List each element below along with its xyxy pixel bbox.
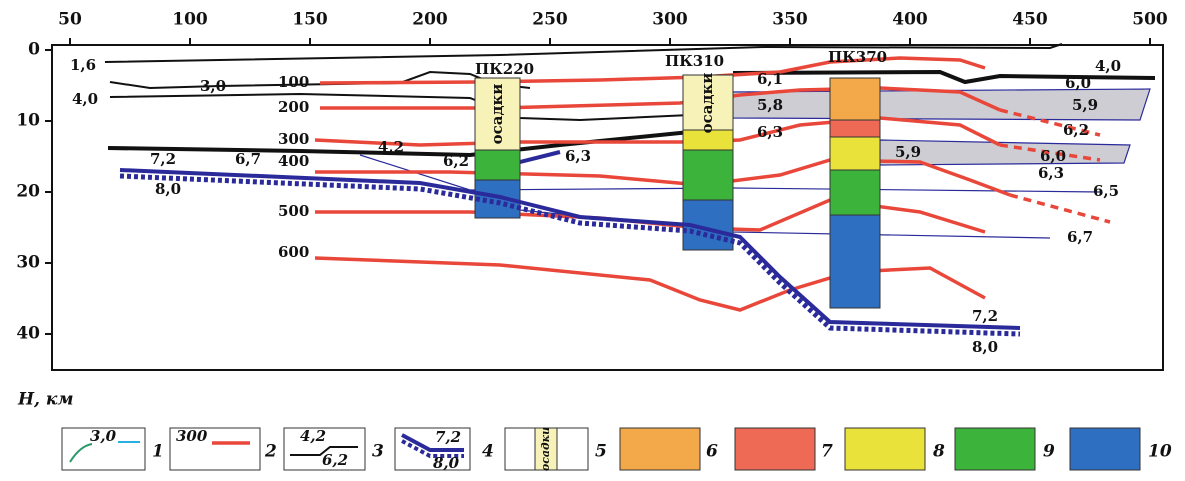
y-tick-label: 30 bbox=[16, 253, 40, 273]
x-tick-label: 300 bbox=[652, 10, 688, 30]
label: 4 bbox=[482, 442, 494, 462]
label: 100 bbox=[278, 73, 309, 91]
label: 6,1 bbox=[757, 70, 783, 88]
label: 7,2 bbox=[972, 307, 998, 325]
isoline bbox=[1009, 193, 1111, 224]
label: 8 bbox=[932, 442, 945, 462]
legend-symbol bbox=[401, 439, 464, 458]
label: 3,0 bbox=[200, 77, 226, 95]
label: осадки bbox=[698, 73, 716, 134]
label: 7,2 bbox=[435, 428, 461, 446]
label: 400 bbox=[278, 152, 309, 170]
label: 8,0 bbox=[433, 454, 460, 472]
x-tick-label: 200 bbox=[412, 10, 448, 30]
label: 6,2 bbox=[322, 451, 348, 469]
label: ПК310 bbox=[665, 52, 724, 70]
moho bbox=[119, 173, 1021, 337]
legend-symbol bbox=[290, 446, 358, 456]
label: 6,7 bbox=[235, 150, 261, 168]
label: 6,2 bbox=[443, 152, 469, 170]
label: 3 bbox=[372, 442, 384, 462]
boundary bbox=[764, 43, 1063, 50]
label: 7 bbox=[821, 442, 833, 462]
label: 6,3 bbox=[1038, 164, 1064, 182]
y-tick-label: 40 bbox=[16, 324, 40, 344]
boundary bbox=[109, 70, 531, 90]
label: 8,0 bbox=[155, 180, 181, 198]
label: 9 bbox=[1043, 442, 1055, 462]
label: 4,2 bbox=[300, 427, 326, 445]
label: ПК370 bbox=[828, 48, 887, 66]
label: 6,2 bbox=[1063, 121, 1089, 139]
isoline bbox=[314, 116, 1001, 147]
label: 6,3 bbox=[565, 147, 591, 165]
x-tick-label: 350 bbox=[772, 10, 808, 30]
label: 1 bbox=[152, 442, 164, 462]
legend-symbol bbox=[401, 433, 464, 452]
label: 1,6 bbox=[70, 56, 96, 74]
isoline bbox=[999, 143, 1101, 162]
isoline bbox=[999, 108, 1101, 137]
label: 300 bbox=[176, 427, 208, 445]
x-tick-label: 50 bbox=[58, 10, 82, 30]
x-tick-label: 150 bbox=[292, 10, 328, 30]
isoline bbox=[320, 86, 1001, 112]
label: 6,5 bbox=[1093, 182, 1119, 200]
y-tick-label: 0 bbox=[28, 40, 40, 60]
label: осадки bbox=[488, 84, 506, 145]
y-tick-label: 10 bbox=[16, 111, 40, 131]
x-tick-label: 450 bbox=[1012, 10, 1048, 30]
frame bbox=[51, 44, 1164, 371]
boundary bbox=[104, 46, 766, 63]
x-tick-label: 500 bbox=[1132, 10, 1168, 30]
x-tick-label: 250 bbox=[532, 10, 568, 30]
label: 7,2 bbox=[150, 150, 176, 168]
label: 4,0 bbox=[72, 90, 98, 108]
moho bbox=[119, 168, 1021, 330]
x-tick-label: 400 bbox=[892, 10, 928, 30]
label: 500 bbox=[278, 202, 309, 220]
y-tick-label: 20 bbox=[16, 182, 40, 202]
label: 8,0 bbox=[972, 338, 998, 356]
label: 4,0 bbox=[1095, 57, 1121, 75]
label: 4,2 bbox=[378, 138, 404, 156]
label: ПК220 bbox=[475, 60, 534, 78]
label: осадки bbox=[539, 427, 552, 471]
label: 5,9 bbox=[1072, 96, 1098, 114]
label: 5 bbox=[595, 442, 607, 462]
label: 6,0 bbox=[1040, 147, 1066, 165]
axis-title: H, км bbox=[17, 390, 74, 410]
label: 6,0 bbox=[1065, 74, 1091, 92]
label: 300 bbox=[278, 130, 309, 148]
label: 5,8 bbox=[757, 96, 783, 114]
label: 10 bbox=[1148, 442, 1172, 462]
label: 3,0 bbox=[90, 427, 117, 445]
label: 200 bbox=[278, 98, 309, 116]
label: 6,3 bbox=[757, 123, 783, 141]
label: 6,7 bbox=[1067, 228, 1093, 246]
legend bbox=[61, 427, 1141, 471]
label: 6 bbox=[706, 442, 718, 462]
x-tick-label: 100 bbox=[172, 10, 208, 30]
legend-symbol bbox=[69, 443, 93, 463]
label: 2 bbox=[264, 442, 277, 462]
boundary bbox=[732, 69, 1156, 85]
isoline bbox=[314, 256, 986, 312]
label: 5,9 bbox=[895, 143, 921, 161]
label: 600 bbox=[278, 243, 309, 261]
